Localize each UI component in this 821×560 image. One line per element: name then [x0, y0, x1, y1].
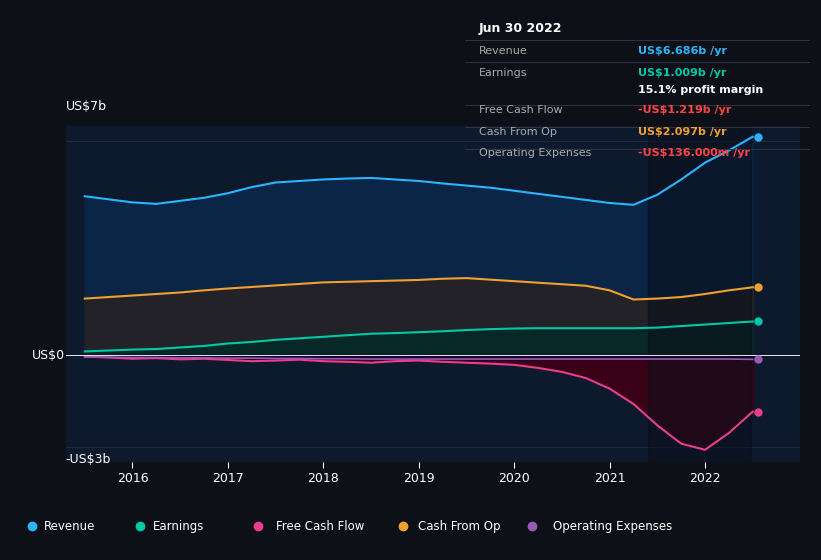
- Text: Jun 30 2022: Jun 30 2022: [479, 22, 562, 35]
- Text: Revenue: Revenue: [479, 46, 528, 56]
- Text: Revenue: Revenue: [44, 520, 95, 533]
- Text: Earnings: Earnings: [153, 520, 204, 533]
- Text: Free Cash Flow: Free Cash Flow: [479, 105, 562, 115]
- Text: 15.1% profit margin: 15.1% profit margin: [637, 85, 763, 95]
- Text: Cash From Op: Cash From Op: [418, 520, 500, 533]
- Text: -US$136.000m /yr: -US$136.000m /yr: [637, 148, 750, 158]
- Text: US$1.009b /yr: US$1.009b /yr: [637, 68, 726, 78]
- Text: Operating Expenses: Operating Expenses: [479, 148, 591, 158]
- Text: Operating Expenses: Operating Expenses: [553, 520, 672, 533]
- Text: US$6.686b /yr: US$6.686b /yr: [637, 46, 727, 56]
- Text: -US$1.219b /yr: -US$1.219b /yr: [637, 105, 731, 115]
- Text: Cash From Op: Cash From Op: [479, 127, 557, 137]
- Text: Free Cash Flow: Free Cash Flow: [276, 520, 365, 533]
- Text: US$2.097b /yr: US$2.097b /yr: [637, 127, 726, 137]
- Text: US$0: US$0: [32, 348, 65, 362]
- Text: Earnings: Earnings: [479, 68, 527, 78]
- Bar: [648, 126, 751, 462]
- Text: US$7b: US$7b: [66, 100, 107, 113]
- Text: -US$3b: -US$3b: [66, 454, 111, 466]
